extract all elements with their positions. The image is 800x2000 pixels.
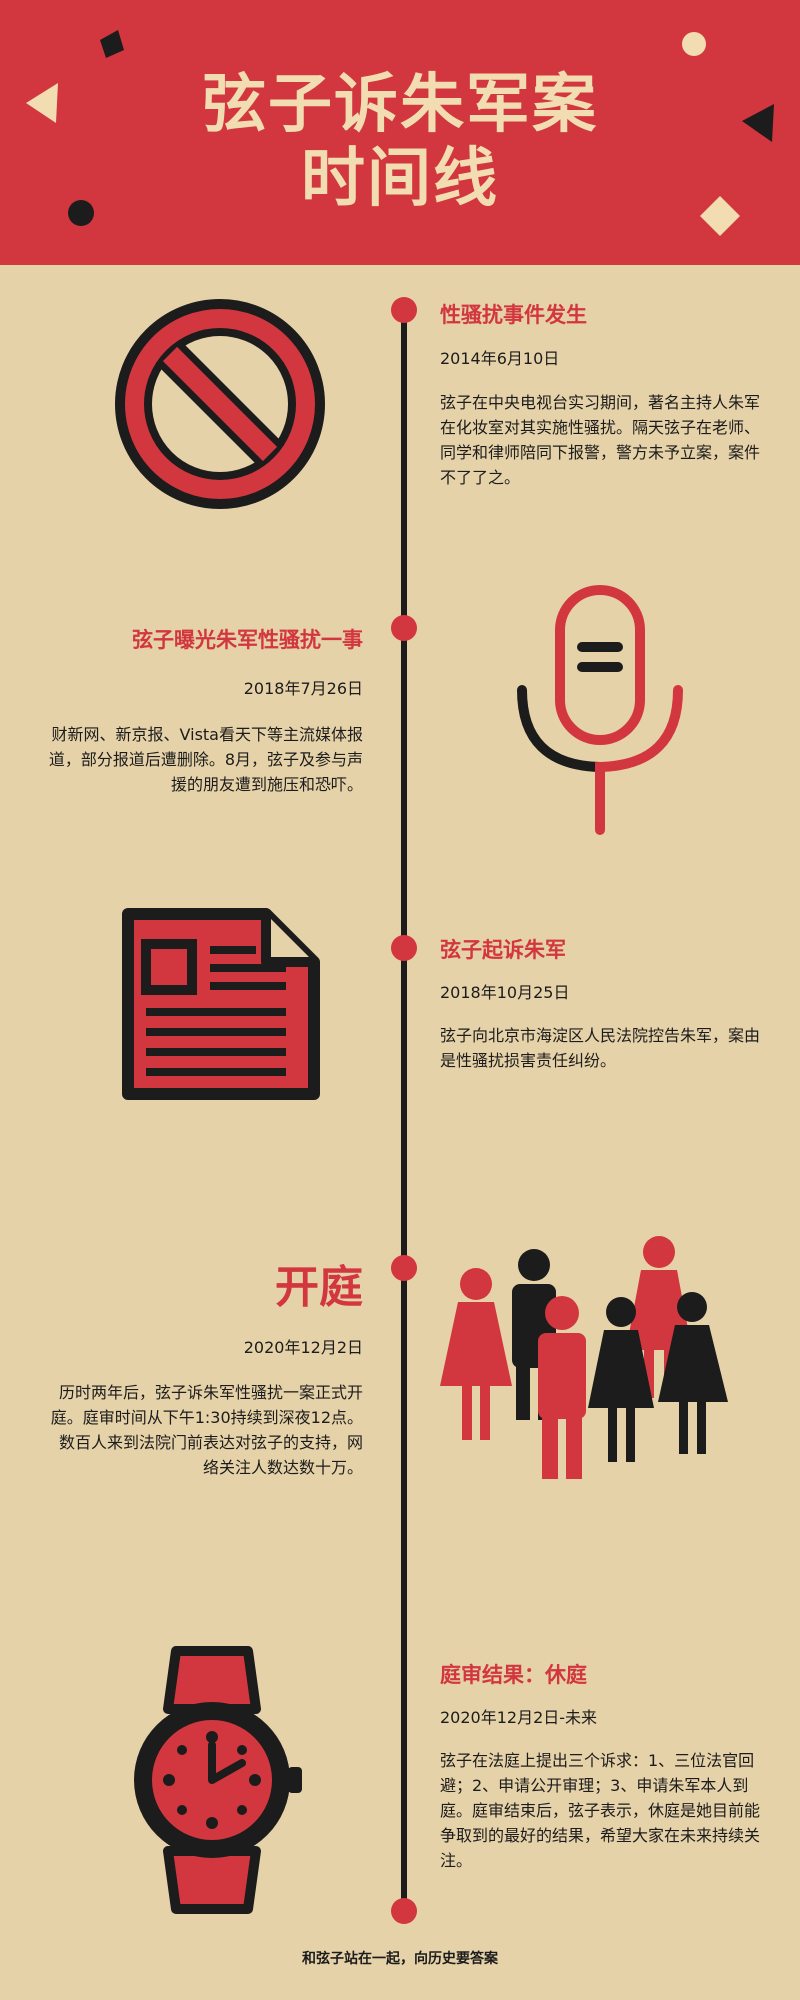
event-3-date: 2018年10月25日 — [440, 983, 570, 1002]
event-1-title: 性骚扰事件发生 — [440, 303, 587, 327]
event-1-text: 弦子在中央电视台实习期间，著名主持人朱军在化妆室对其实施性骚扰。隔天弦子在老师、… — [440, 393, 761, 487]
timeline-dot — [391, 1255, 417, 1281]
timeline-line — [401, 305, 407, 1910]
page-title-line2: 时间线 — [301, 142, 499, 216]
event-5-date: 2020年12月2日-未来 — [440, 1708, 598, 1727]
event-2-title: 弦子曝光朱军性骚扰一事 — [132, 628, 363, 652]
event-5-text: 弦子在法庭上提出三个诉求：1、三位法官回避；2、申请公开审理；3、申请朱军本人到… — [440, 1751, 761, 1870]
event-4-title: 开庭 — [275, 1262, 363, 1313]
timeline-dot — [391, 297, 417, 323]
header-banner: 弦子诉朱军案 时间线 — [0, 0, 800, 265]
confetti-decoration — [26, 30, 774, 236]
page-title-line1: 弦子诉朱军案 — [202, 68, 598, 142]
timeline-dot — [391, 1898, 417, 1924]
timeline-dot — [391, 615, 417, 641]
microphone-icon — [517, 585, 683, 835]
event-3-title: 弦子起诉朱军 — [440, 938, 566, 962]
timeline-dot — [391, 935, 417, 961]
event-1-date: 2014年6月10日 — [440, 349, 560, 368]
event-4-date: 2020年12月2日 — [243, 1338, 363, 1357]
prohibition-icon — [115, 299, 325, 509]
crowd-icon — [440, 1236, 728, 1479]
event-4-text: 历时两年后，弦子诉朱军性骚扰一案正式开庭。庭审时间从下午1:30持续到深夜12点… — [50, 1383, 363, 1477]
watch-icon — [134, 1646, 302, 1914]
event-5-title: 庭审结果：休庭 — [440, 1663, 587, 1687]
event-3-text: 弦子向北京市海淀区人民法院控告朱军，案由是性骚扰损害责任纠纷。 — [440, 1026, 761, 1070]
document-icon — [122, 908, 320, 1100]
footer-slogan: 和弦子站在一起，向历史要答案 — [302, 1951, 498, 1967]
event-2-text: 财新网、新京报、Vista看天下等主流媒体报道，部分报道后遭删除。8月，弦子及参… — [48, 725, 363, 794]
event-2-date: 2018年7月26日 — [243, 679, 363, 698]
